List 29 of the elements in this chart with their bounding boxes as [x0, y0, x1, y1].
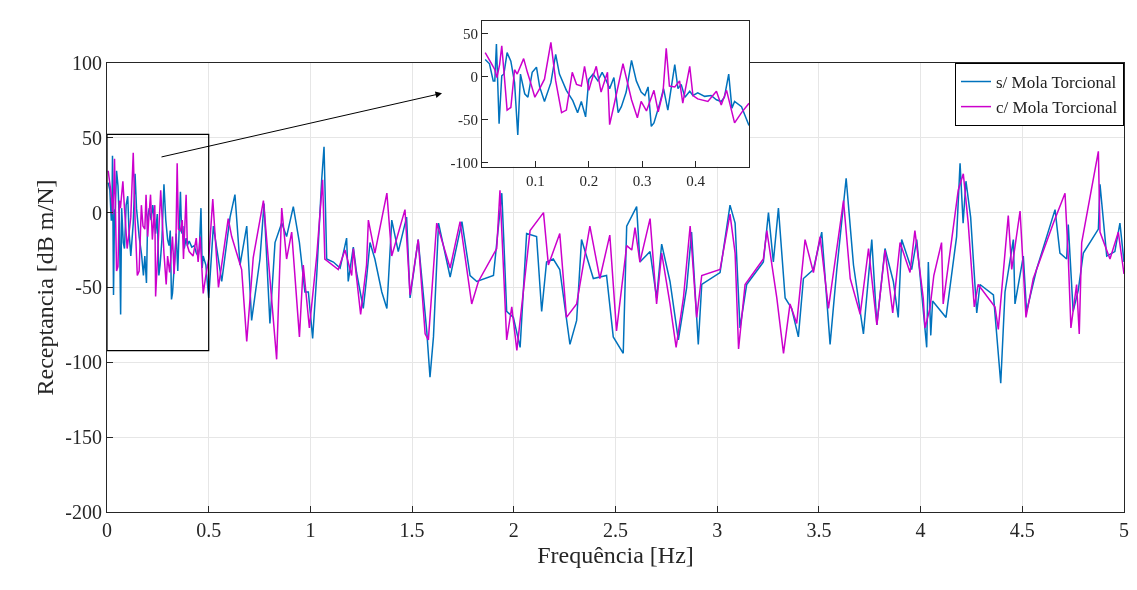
y-tick-label: -50: [458, 111, 478, 128]
x-tick-label: 1: [305, 519, 316, 541]
x-axis-title: Frequência [Hz]: [537, 542, 694, 569]
x-tick-label: 0.1: [526, 172, 545, 189]
y-tick-label: -100: [65, 351, 102, 374]
y-tick-label: 50: [82, 126, 102, 149]
y-tick-label: -200: [65, 501, 102, 523]
y-tick-label: 100: [72, 51, 102, 74]
x-tick-label: 5: [1119, 519, 1129, 541]
legend-label: c/ Mola Torcional: [996, 98, 1118, 118]
x-tick-label: 4: [915, 519, 926, 541]
x-tick-label: 2.5: [603, 519, 628, 541]
x-tick-label: 1.5: [399, 519, 425, 541]
x-tick-label: 0.2: [579, 172, 599, 189]
x-tick-label: 0.3: [632, 172, 652, 189]
y-tick-label: -150: [65, 426, 102, 449]
y-tick-label: 0: [92, 201, 102, 224]
y-tick-label: 50: [463, 26, 478, 42]
y-tick-label: -50: [75, 276, 102, 299]
y-tick-label: 0: [470, 68, 478, 85]
x-tick-label: 3.5: [806, 519, 832, 541]
legend-label: s/ Mola Torcional: [996, 73, 1117, 93]
x-tick-label: 4.5: [1009, 519, 1035, 541]
y-axis-title: Receptancia [dB m/N]: [32, 179, 59, 396]
x-tick-label: 2: [508, 519, 519, 541]
x-tick-label: 0.5: [196, 519, 222, 541]
x-tick-label: 0.4: [686, 172, 706, 189]
x-tick-label: 3: [712, 519, 723, 541]
y-tick-label: -100: [450, 154, 478, 171]
